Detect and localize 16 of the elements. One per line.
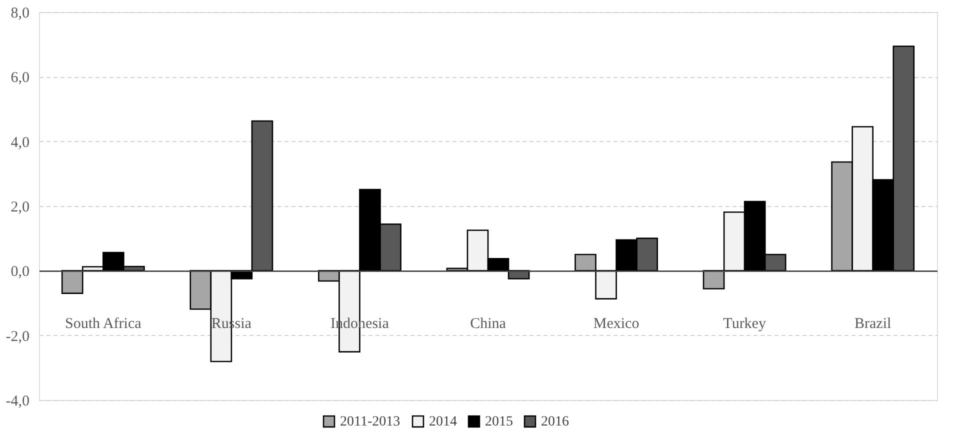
x-tick-label: China (470, 316, 506, 332)
x-tick-label: Mexico (593, 316, 640, 332)
y-tick-label: 8,0 (10, 6, 30, 22)
y-tick-label: 2,0 (10, 200, 30, 216)
y-tick-label: 6,0 (10, 70, 30, 86)
x-tick-label: South Africa (65, 316, 142, 332)
y-tick-label: 4,0 (10, 134, 30, 151)
legend-label: 2014 (429, 414, 457, 430)
y-tick-label: 0,0 (10, 264, 30, 280)
legend-label: 2015 (485, 414, 513, 430)
legend-label: 2011-2013 (340, 414, 400, 430)
y-tick-label: -4,0 (6, 394, 30, 410)
x-tick-label: Brazil (854, 316, 892, 332)
x-tick-label: Turkey (723, 316, 766, 332)
y-tick-label: -2,0 (6, 328, 30, 345)
legend-label: 2016 (541, 414, 569, 430)
